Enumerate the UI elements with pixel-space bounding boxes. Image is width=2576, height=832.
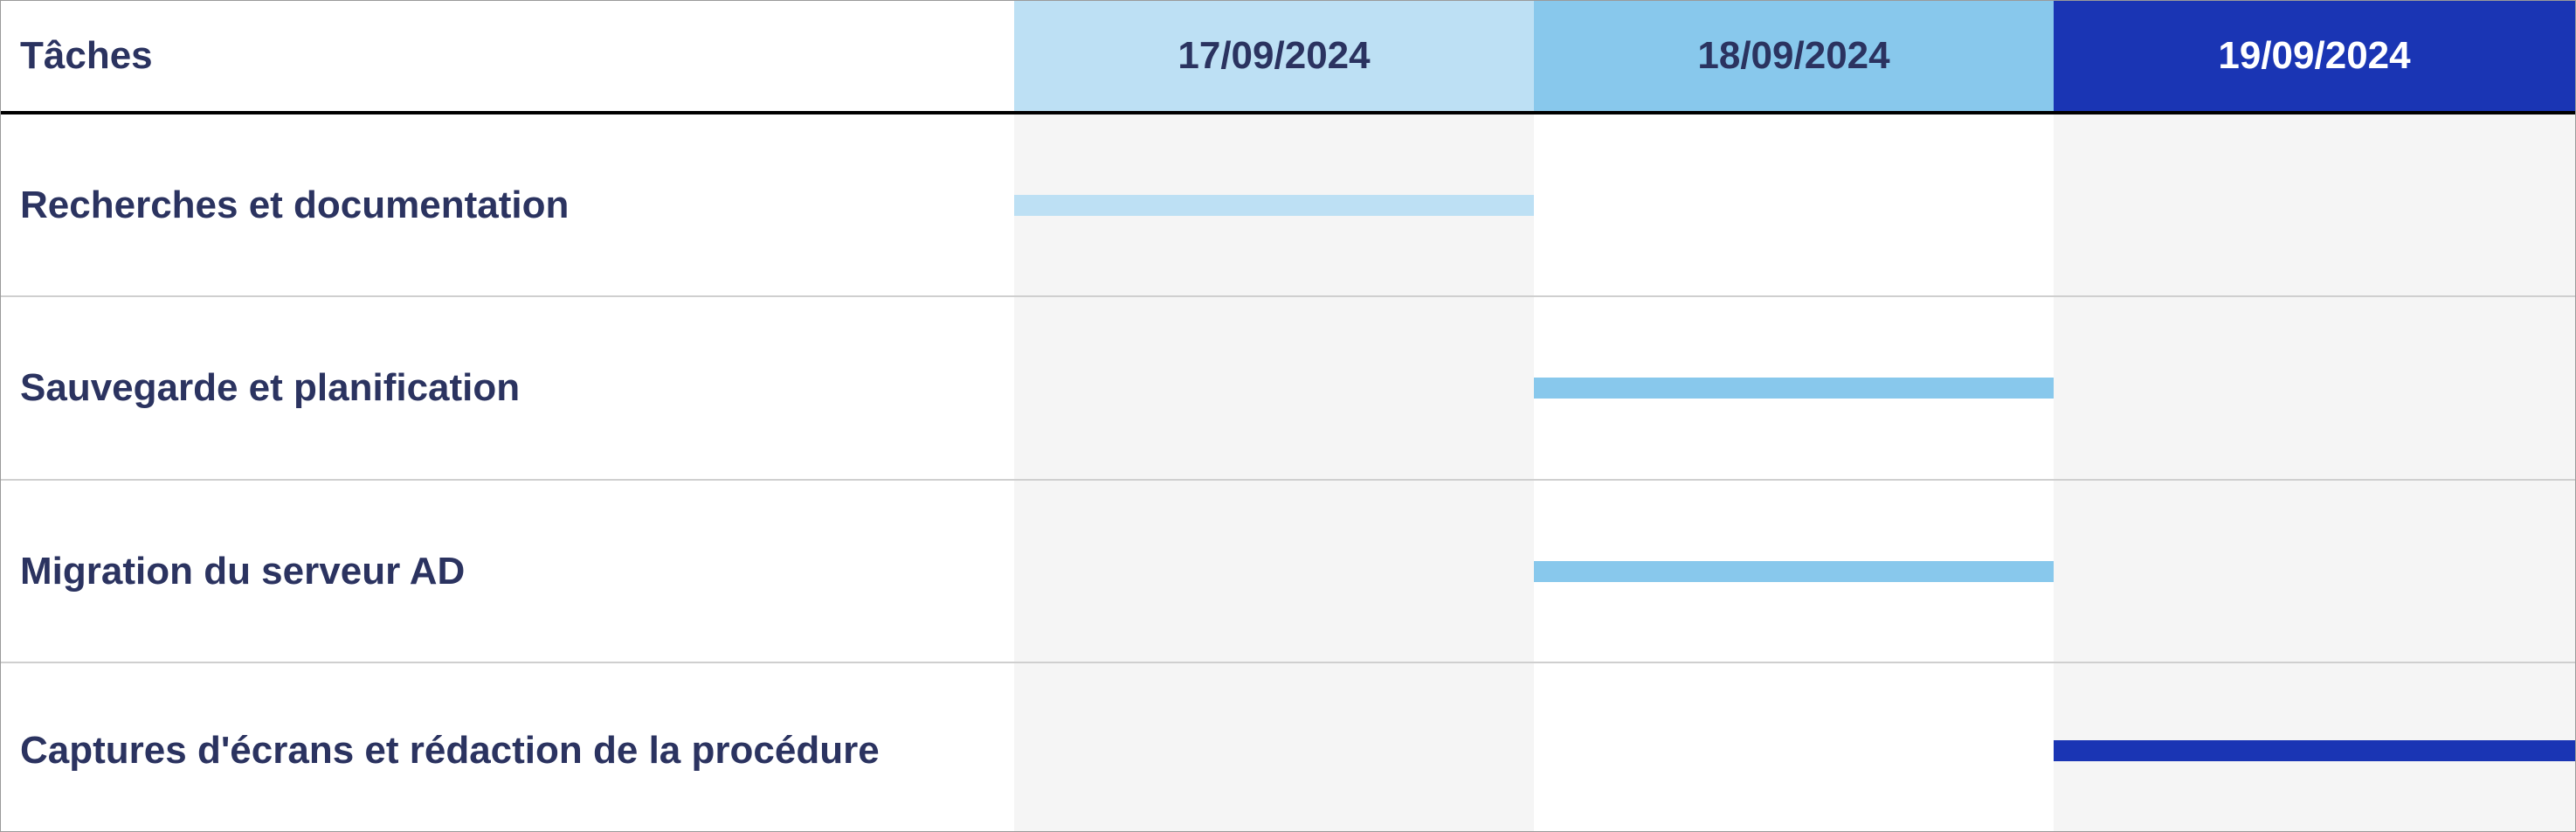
task-bar xyxy=(1534,560,2054,582)
task-label: Sauvegarde et planification xyxy=(20,366,521,409)
tasks-column-header: Tâches xyxy=(20,34,153,77)
date-header-1: 17/09/2024 xyxy=(1014,1,1534,111)
chart-body: Recherches et documentation Sauvegarde et… xyxy=(1,114,2575,831)
row-divider xyxy=(1,662,2575,663)
task-label: Recherches et documentation xyxy=(20,184,570,226)
task-bar xyxy=(1534,378,2054,399)
task-label: Migration du serveur AD xyxy=(20,549,466,593)
task-bar xyxy=(2054,739,2575,761)
date-header-3: 19/09/2024 xyxy=(2054,1,2575,111)
date-column-band-3 xyxy=(2054,114,2575,831)
date-header-2: 18/09/2024 xyxy=(1534,1,2054,111)
chart-header: Tâches 17/09/2024 18/09/2024 19/09/2024 xyxy=(1,1,2575,114)
date-column-band-1 xyxy=(1014,114,1534,831)
row-divider xyxy=(1,479,2575,481)
row-divider xyxy=(1,295,2575,297)
task-bar xyxy=(1014,195,1534,216)
task-label: Captures d'écrans et rédaction de la pro… xyxy=(20,728,880,772)
